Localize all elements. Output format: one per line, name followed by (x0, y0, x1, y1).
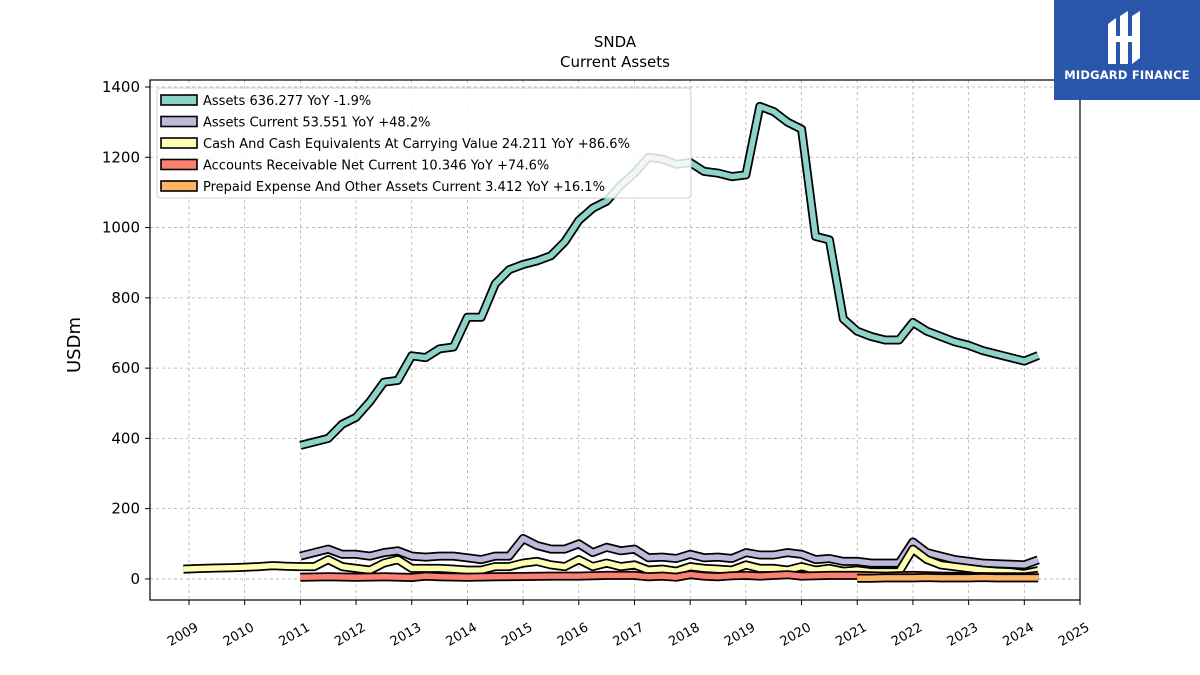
series-line (299, 535, 1040, 568)
chart-title: SNDA (594, 33, 637, 51)
x-tick-label: 2019 (722, 620, 758, 650)
y-axis-label: USDm (64, 317, 85, 373)
legend-swatch (160, 94, 198, 106)
legend-label: Accounts Receivable Net Current 10.346 Y… (203, 159, 549, 174)
x-tick-label: 2017 (611, 620, 647, 650)
x-tick-label: 2025 (1056, 620, 1092, 650)
legend-box (156, 87, 692, 199)
x-tick-label: 2022 (889, 620, 925, 650)
x-tick-label: 2016 (555, 620, 591, 650)
x-tick-label: 2009 (165, 620, 201, 650)
x-axis: 2009 2010 2011 2012 2013 2014 2015 2016 2017 2018… (165, 600, 1092, 650)
series-4 (857, 573, 1039, 583)
x-tick-label: 2014 (444, 620, 480, 650)
legend-swatch (160, 158, 198, 171)
y-tick-label: 1200 (102, 148, 140, 166)
x-tick-label: 2010 (221, 620, 257, 650)
y-tick-label: 1000 (102, 219, 140, 237)
y-axis: 0 200 400 600 800 1000 1200 1400 (102, 78, 150, 588)
y-tick-label: 400 (111, 429, 140, 447)
x-tick-label: 2023 (945, 620, 981, 650)
x-tick-label: 2015 (499, 620, 535, 650)
x-tick-label: 2013 (388, 620, 424, 650)
y-tick-label: 800 (111, 289, 140, 307)
x-tick-label: 2021 (833, 620, 869, 650)
legend: Assets 636.277 YoY -1.9% Assets Current 5… (156, 87, 692, 199)
y-tick-label: 200 (111, 500, 140, 518)
chart-subtitle: Current Assets (560, 53, 670, 71)
x-tick-label: 2024 (1000, 620, 1036, 650)
legend-swatch (160, 180, 198, 192)
logo-text: MIDGARD FINANCE (1064, 68, 1190, 82)
x-tick-label: 2018 (666, 620, 702, 650)
y-tick-label: 600 (111, 359, 140, 377)
y-tick-label: 1400 (102, 78, 140, 96)
legend-label: Assets Current 53.551 YoY +48.2% (203, 116, 430, 131)
series-1 (299, 534, 1040, 570)
plot-frame (149, 79, 1081, 601)
x-tick-label: 2012 (332, 620, 368, 650)
logo-mark-icon (1108, 11, 1140, 64)
legend-swatch (160, 115, 198, 128)
y-tick-label: 0 (130, 570, 140, 588)
legend-label: Prepaid Expense And Other Assets Current… (203, 180, 605, 195)
series-line (857, 574, 1039, 581)
x-tick-label: 2020 (778, 620, 814, 650)
legend-label: Assets 636.277 YoY -1.9% (203, 94, 371, 109)
legend-label: Cash And Cash Equivalents At Carrying Va… (203, 137, 630, 152)
legend-swatch (160, 137, 198, 149)
x-tick-label: 2011 (277, 620, 313, 650)
brand-logo: MIDGARD FINANCE (1054, 0, 1200, 100)
